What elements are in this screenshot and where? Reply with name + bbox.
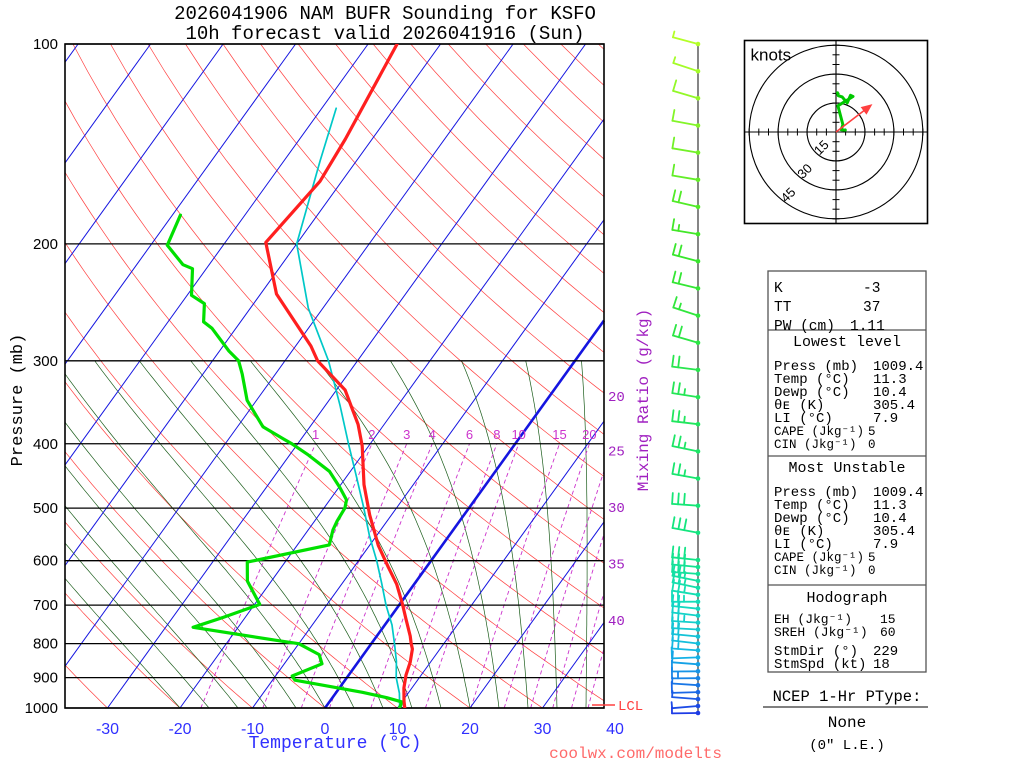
svg-text:Lowest level: Lowest level	[793, 334, 901, 351]
svg-text:Pressure (mb): Pressure (mb)	[9, 334, 28, 467]
svg-text:500: 500	[33, 500, 58, 517]
svg-text:10h forecast valid 2026041916: 10h forecast valid 2026041916 (Sun)	[185, 23, 584, 45]
svg-text:25: 25	[608, 445, 625, 461]
svg-text:40: 40	[608, 614, 625, 630]
svg-text:5: 5	[868, 551, 876, 565]
svg-text:20: 20	[608, 390, 625, 406]
svg-text:NCEP 1-Hr PType:: NCEP 1-Hr PType:	[773, 688, 922, 706]
svg-text:900: 900	[33, 670, 58, 687]
svg-text:7.9: 7.9	[873, 411, 898, 427]
svg-text:CAPE (Jkg⁻¹): CAPE (Jkg⁻¹)	[774, 551, 864, 565]
svg-text:1.11: 1.11	[850, 319, 885, 335]
svg-text:3: 3	[403, 427, 410, 442]
svg-text:300: 300	[33, 353, 58, 370]
svg-text:4: 4	[429, 427, 436, 442]
svg-text:None: None	[828, 714, 866, 732]
svg-text:200: 200	[33, 236, 58, 253]
svg-text:18: 18	[873, 657, 890, 673]
svg-text:800: 800	[33, 636, 58, 653]
svg-text:6: 6	[466, 427, 473, 442]
svg-text:CAPE (Jkg⁻¹): CAPE (Jkg⁻¹)	[774, 425, 864, 439]
svg-text:coolwx.com/modelts: coolwx.com/modelts	[549, 745, 722, 763]
svg-text:1: 1	[312, 427, 319, 442]
svg-text:StmSpd (kt): StmSpd (kt)	[774, 657, 866, 673]
svg-text:TT: TT	[774, 300, 792, 316]
svg-text:30: 30	[608, 501, 625, 517]
svg-text:15: 15	[552, 427, 566, 442]
svg-text:7.9: 7.9	[873, 537, 898, 553]
svg-text:100: 100	[33, 36, 58, 53]
svg-text:Temperature (°C): Temperature (°C)	[249, 734, 422, 754]
svg-text:400: 400	[33, 436, 58, 453]
svg-text:8: 8	[493, 427, 500, 442]
svg-text:600: 600	[33, 553, 58, 570]
svg-text:2: 2	[368, 427, 375, 442]
svg-text:PW (cm): PW (cm)	[774, 319, 835, 335]
svg-text:2026041906 NAM BUFR Sounding f: 2026041906 NAM BUFR Sounding for KSFO	[174, 3, 596, 25]
svg-text:-30: -30	[96, 721, 119, 738]
svg-text:LCL: LCL	[618, 699, 643, 715]
svg-text:35: 35	[608, 558, 625, 574]
svg-text:10: 10	[511, 427, 525, 442]
svg-text:K: K	[774, 281, 783, 297]
svg-text:700: 700	[33, 597, 58, 614]
svg-text:-20: -20	[168, 721, 191, 738]
svg-text:20: 20	[582, 427, 596, 442]
svg-text:Most Unstable: Most Unstable	[788, 460, 905, 477]
svg-text:Hodograph: Hodograph	[806, 590, 887, 607]
svg-text:1000: 1000	[25, 700, 58, 717]
svg-text:(0" L.E.): (0" L.E.)	[809, 738, 885, 754]
svg-text:Mixing Ratio (g/kg): Mixing Ratio (g/kg)	[635, 309, 653, 491]
svg-text:5: 5	[868, 425, 876, 439]
svg-text:knots: knots	[751, 46, 792, 65]
svg-text:37: 37	[863, 300, 880, 316]
svg-text:CIN (Jkg⁻¹): CIN (Jkg⁻¹)	[774, 438, 857, 452]
svg-text:0: 0	[868, 438, 876, 452]
svg-text:60: 60	[880, 625, 896, 640]
svg-text:30: 30	[534, 721, 552, 738]
svg-text:SREH (Jkg⁻¹): SREH (Jkg⁻¹)	[774, 625, 868, 640]
svg-text:40: 40	[606, 721, 624, 738]
svg-text:CIN (Jkg⁻¹): CIN (Jkg⁻¹)	[774, 564, 857, 578]
svg-text:20: 20	[461, 721, 479, 738]
svg-text:-3: -3	[863, 281, 880, 297]
svg-text:0: 0	[868, 564, 876, 578]
